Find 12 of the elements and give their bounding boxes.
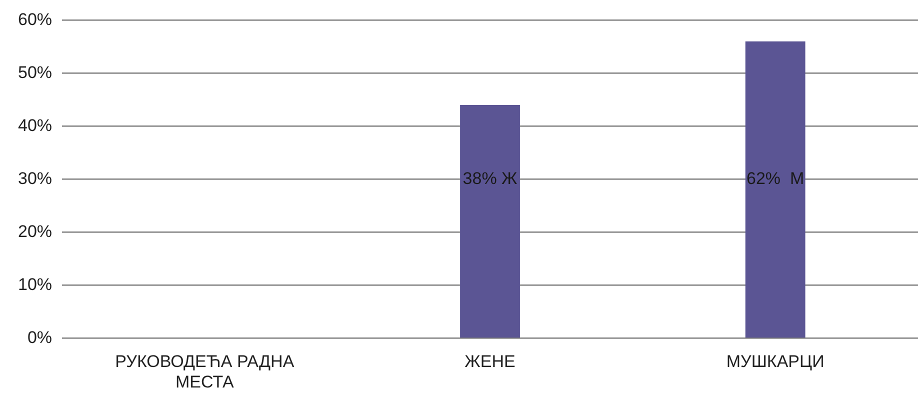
- y-tick-label: 40%: [18, 116, 52, 135]
- annotation: 62% М: [746, 168, 804, 188]
- y-tick-label: 10%: [18, 274, 52, 294]
- x-tick-label: МУШКАРЦИ: [726, 352, 824, 372]
- x-tick-label: РУКОВОДЕЋА РАДНА МЕСТА: [115, 352, 295, 392]
- x-tick-label: ЖЕНЕ: [464, 352, 516, 372]
- annotation: 38% Ж: [462, 168, 518, 188]
- y-tick-label: 0%: [27, 328, 52, 347]
- y-tick-label: 60%: [18, 10, 52, 29]
- y-tick-label: 50%: [18, 62, 52, 82]
- y-tick-label: 30%: [18, 168, 52, 188]
- y-tick-label: 20%: [18, 222, 52, 241]
